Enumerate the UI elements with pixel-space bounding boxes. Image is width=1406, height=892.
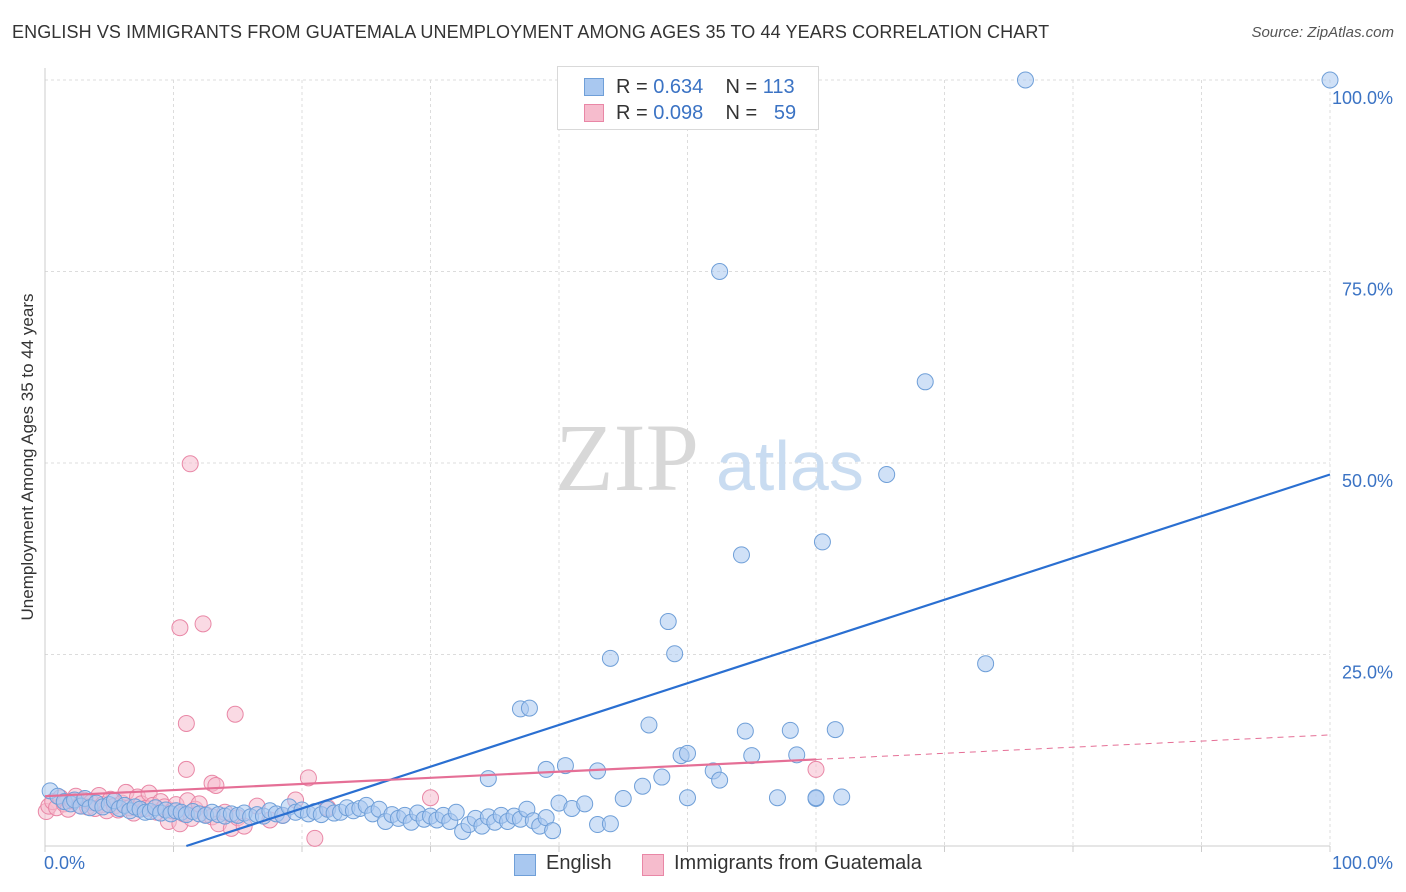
english-point <box>743 747 761 765</box>
chart-title: ENGLISH VS IMMIGRANTS FROM GUATEMALA UNE… <box>12 22 1050 42</box>
legend-text-guatemala: R = 0.098 N = 59 <box>616 102 796 125</box>
english-point <box>807 789 825 807</box>
grid-lines <box>44 79 1331 846</box>
guatemala-point <box>194 615 212 633</box>
legend-r-value: 0.634 <box>653 76 704 98</box>
legend-row-english: R = 0.634 N = 113 <box>558 76 820 100</box>
y-tick-label: 100.0% <box>1332 88 1393 108</box>
english-point <box>601 649 619 667</box>
english-point <box>711 771 729 789</box>
guatemala-trend-line <box>44 758 817 798</box>
english-point <box>659 613 677 631</box>
legend-r-value: 0.098 <box>653 102 704 124</box>
english-point <box>878 465 896 483</box>
legend-n-label: N = <box>725 102 758 124</box>
x-tick-label: 100.0% <box>1332 853 1393 873</box>
english-point <box>916 373 934 391</box>
watermark-zip: ZIP <box>555 404 699 511</box>
english-point <box>679 744 696 762</box>
legend-text-english: R = 0.634 N = 113 <box>616 76 795 99</box>
guatemala-point <box>207 776 225 794</box>
guatemala-point <box>181 455 199 473</box>
english-point <box>520 699 538 717</box>
guatemala-point <box>171 619 189 637</box>
legend-r-label: R = <box>616 76 648 98</box>
y-tick-labels: 100.0% 75.0% 50.0% 25.0% <box>1332 88 1393 683</box>
bottom-legend-label-english: English <box>546 852 612 874</box>
guatemala-point <box>177 714 195 732</box>
english-point <box>653 768 671 786</box>
guatemala-point <box>422 789 439 807</box>
y-tick-label: 25.0% <box>1342 663 1393 683</box>
english-point <box>556 757 574 775</box>
guatemala-points <box>37 455 825 847</box>
x-tick-label: 0.0% <box>44 853 85 873</box>
bottom-legend-swatch-guatemala <box>642 854 664 876</box>
guatemala-point <box>226 705 244 723</box>
english-point <box>1321 71 1339 89</box>
english-point <box>813 533 831 551</box>
english-point <box>640 716 658 734</box>
english-point <box>977 655 995 673</box>
correlation-legend: R = 0.634 N = 113 R = 0.098 N = 59 <box>557 66 819 130</box>
english-point <box>788 746 806 764</box>
x-tick-labels: 0.0% 100.0% <box>44 853 1393 873</box>
legend-n-value: 59 <box>773 102 797 124</box>
english-points <box>41 71 1339 840</box>
english-point <box>711 263 729 280</box>
watermark: ZIP atlas <box>555 404 864 511</box>
english-trend-line <box>186 473 1331 848</box>
english-point <box>537 760 555 778</box>
y-tick-label: 50.0% <box>1342 471 1393 491</box>
bottom-legend-label-guatemala: Immigrants from Guatemala <box>674 852 922 874</box>
english-point <box>1016 71 1034 89</box>
bottom-legend-swatch-english <box>514 854 536 876</box>
legend-swatch-guatemala <box>584 104 604 122</box>
trend-lines <box>44 473 1331 848</box>
guatemala-point <box>299 769 317 787</box>
english-point <box>634 777 652 795</box>
english-point <box>833 788 851 806</box>
y-axis-label: Unemployment Among Ages 35 to 44 years <box>18 294 37 621</box>
legend-swatch-english <box>584 78 604 96</box>
english-point <box>447 803 465 821</box>
guatemala-point <box>177 760 195 778</box>
guatemala-point <box>807 760 825 778</box>
english-point <box>601 815 619 833</box>
english-point <box>781 721 799 739</box>
english-point <box>732 546 750 564</box>
legend-n-label: N = <box>725 76 758 98</box>
english-point <box>614 790 632 808</box>
english-point <box>736 722 754 740</box>
guatemala-point <box>306 829 324 847</box>
english-point <box>576 795 594 813</box>
english-point <box>768 789 786 807</box>
english-point <box>544 822 562 840</box>
legend-n-value: 113 <box>762 76 795 98</box>
chart-source: Source: ZipAtlas.com <box>1251 24 1394 41</box>
guatemala-trend-extension <box>815 734 1331 760</box>
axes <box>44 68 1331 852</box>
legend-row-guatemala: R = 0.098 N = 59 <box>558 102 820 126</box>
legend-r-label: R = <box>616 102 648 124</box>
english-point <box>679 789 696 807</box>
english-point <box>479 770 497 788</box>
english-point <box>826 721 844 739</box>
english-point <box>666 645 684 663</box>
y-tick-label: 75.0% <box>1342 280 1393 300</box>
watermark-atlas: atlas <box>716 427 864 505</box>
